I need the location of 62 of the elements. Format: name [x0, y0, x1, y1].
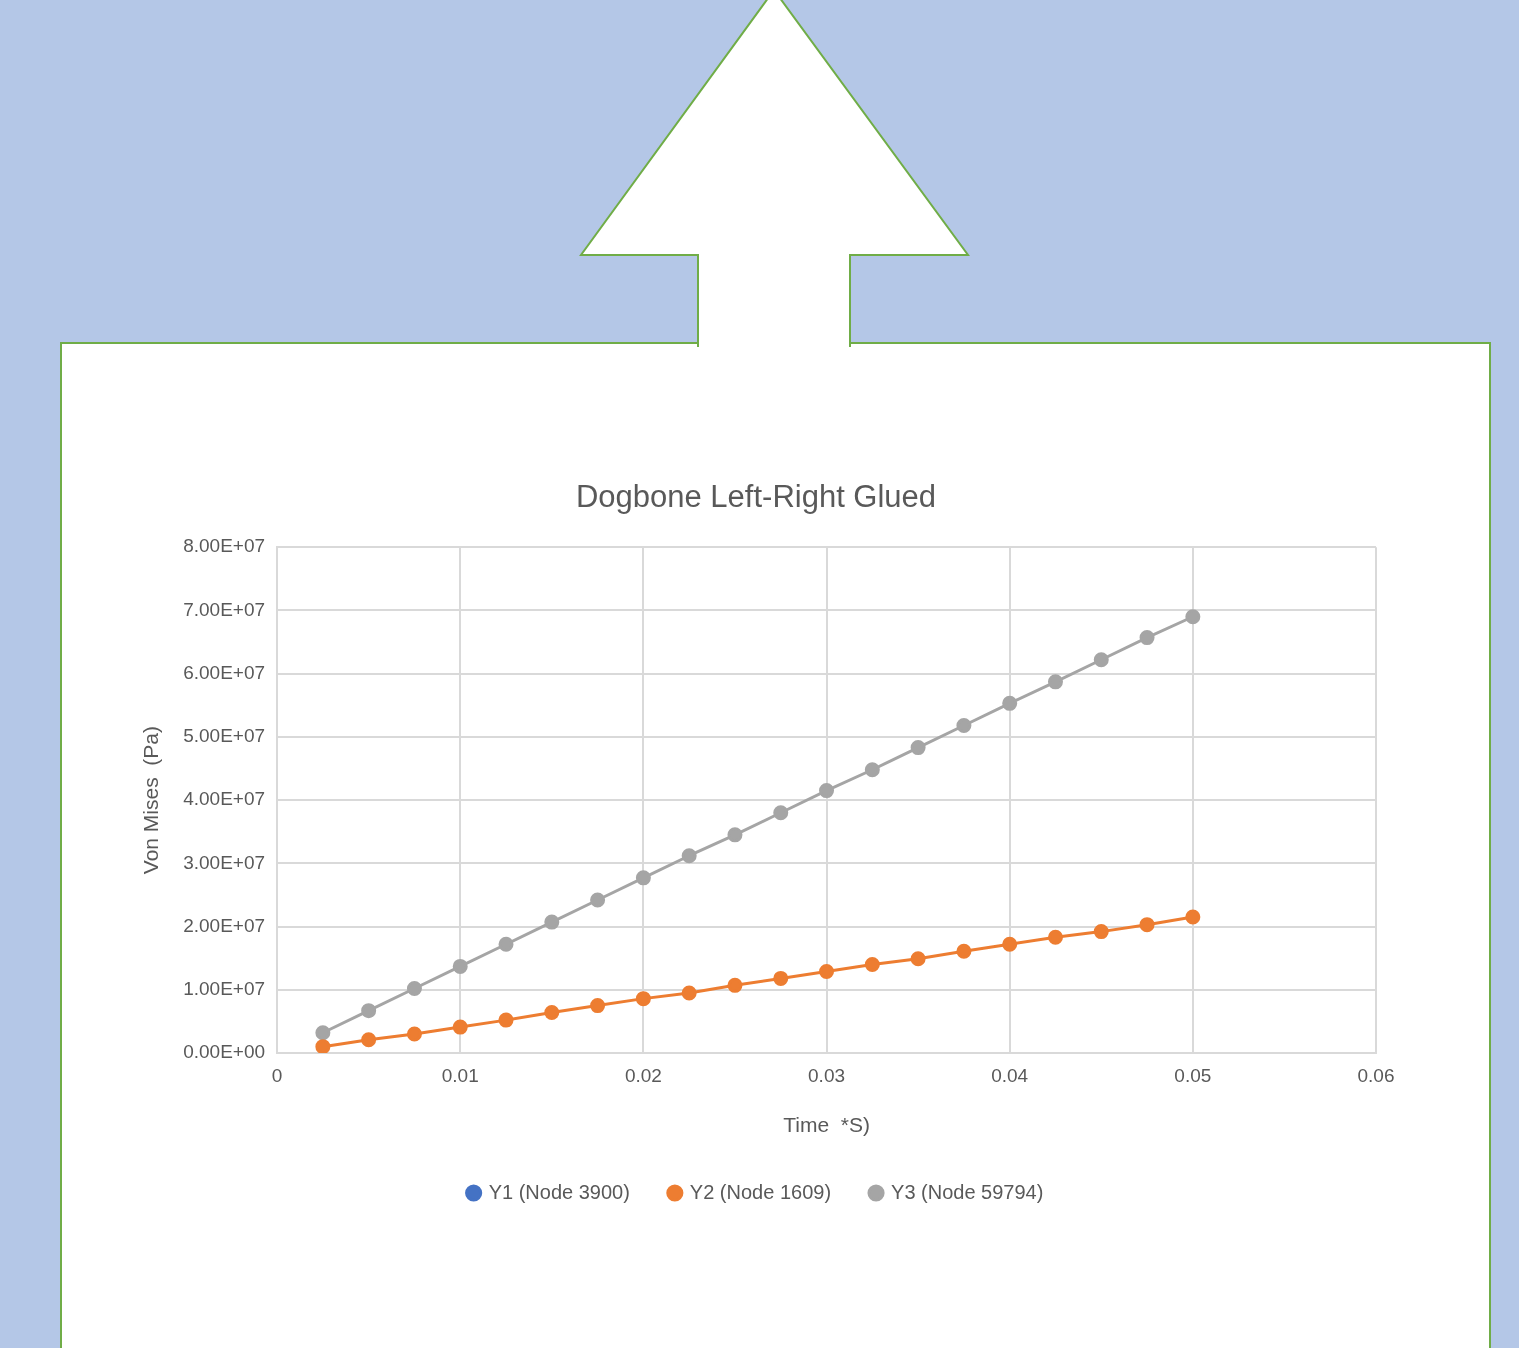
point	[544, 1005, 560, 1021]
point	[910, 740, 926, 756]
legend-label: Y3 (Node 59794)	[891, 1180, 1044, 1203]
x-tick-label: 0.01	[441, 1064, 479, 1086]
point	[498, 936, 514, 952]
point	[452, 1019, 468, 1035]
point	[590, 892, 606, 908]
x-axis-title: Time *S)	[783, 1113, 870, 1137]
point	[498, 1012, 514, 1028]
point	[315, 1039, 331, 1053]
point	[681, 848, 697, 864]
point	[590, 998, 606, 1014]
y-tick-label: 1.00E+07	[183, 978, 266, 1000]
x-tick-label: 0.05	[1174, 1064, 1212, 1086]
point	[864, 762, 880, 778]
y-tick-label: 0.00E+00	[183, 1041, 266, 1063]
point	[773, 970, 789, 986]
point	[727, 977, 743, 993]
point	[1139, 917, 1155, 933]
point	[406, 1026, 422, 1042]
x-tick-label: 0.03	[808, 1064, 846, 1086]
point	[1139, 630, 1155, 646]
x-tick-label: 0.02	[624, 1064, 662, 1086]
point	[361, 1003, 377, 1019]
point	[1002, 695, 1018, 711]
point	[681, 985, 697, 1001]
y-tick-label: 2.00E+07	[183, 914, 266, 936]
y-tick-label: 6.00E+07	[183, 661, 266, 683]
y-tick-label: 4.00E+07	[183, 788, 266, 810]
point	[1002, 936, 1018, 952]
y-tick-label: 8.00E+07	[183, 535, 266, 557]
y-tick-label: 7.00E+07	[183, 598, 266, 620]
point	[727, 827, 743, 843]
point	[819, 783, 835, 799]
x-tick-label: 0	[271, 1064, 283, 1086]
point	[1047, 929, 1063, 945]
point	[1185, 609, 1201, 625]
point	[544, 914, 560, 930]
legend-label: Y2 (Node 1609)	[689, 1180, 832, 1203]
legend-label: Y1 (Node 3900)	[488, 1180, 630, 1203]
point	[635, 991, 651, 1007]
x-tick-label: 0.04	[991, 1064, 1029, 1086]
point	[864, 956, 880, 972]
point	[452, 958, 468, 974]
point	[956, 718, 972, 733]
point	[956, 943, 972, 959]
chart-title: Dogbone Left-Right Glued	[575, 479, 937, 515]
point	[773, 805, 789, 821]
x-tick-label: 0.06	[1357, 1064, 1395, 1086]
point	[1047, 674, 1063, 690]
point	[635, 870, 651, 886]
point	[1185, 909, 1201, 925]
point	[1093, 652, 1109, 668]
point	[910, 951, 926, 967]
point	[315, 1025, 331, 1041]
point	[406, 981, 422, 997]
y-tick-label: 5.00E+07	[183, 725, 266, 747]
point	[1093, 924, 1109, 940]
y-axis-title: Von Mises (Pa)	[139, 725, 163, 875]
point	[361, 1032, 377, 1048]
point	[819, 963, 835, 979]
y-tick-label: 3.00E+07	[183, 851, 266, 873]
